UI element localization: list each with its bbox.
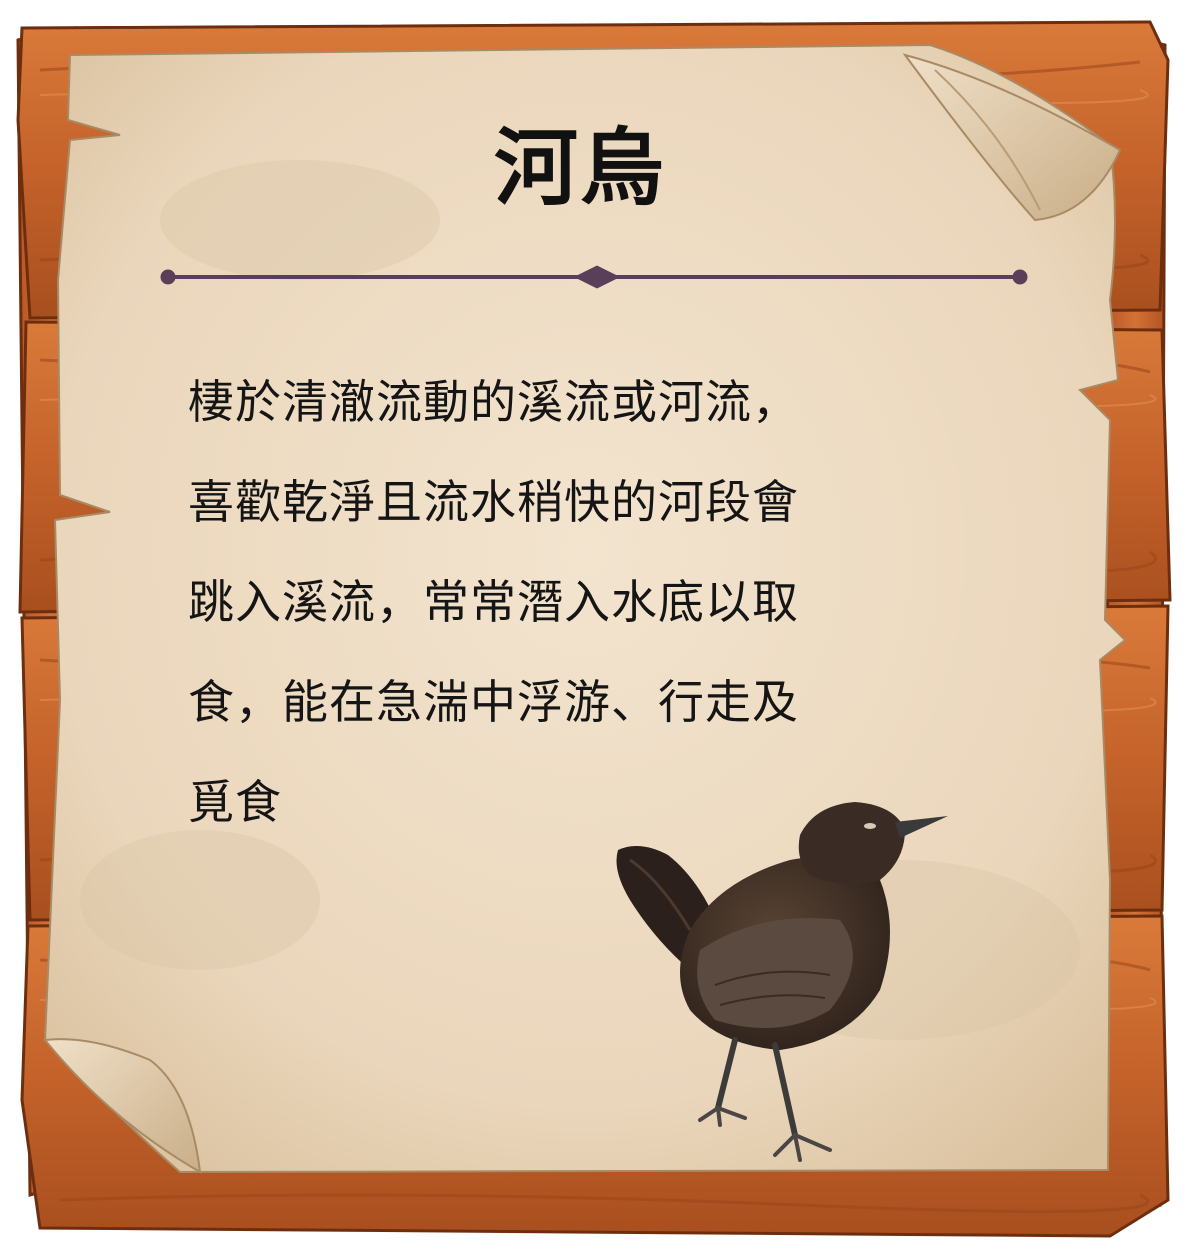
card-description: 棲於清澈流動的溪流或河流， 喜歡乾淨且流水稍快的河段會 跳入溪流，常常潛入水底以… — [188, 352, 968, 852]
dipper-bird-illustration — [616, 802, 948, 1162]
description-line: 覓食 — [188, 775, 282, 829]
description-line: 棲於清澈流動的溪流或河流， — [188, 375, 799, 429]
card-title: 河烏 — [493, 119, 666, 217]
description-line: 食，能在急湍中浮游、行走及 — [188, 675, 799, 729]
description-line: 跳入溪流，常常潛入水底以取 — [188, 575, 799, 629]
ornamental-divider — [160, 265, 1028, 289]
description-line: 喜歡乾淨且流水稍快的河段會 — [188, 475, 799, 529]
